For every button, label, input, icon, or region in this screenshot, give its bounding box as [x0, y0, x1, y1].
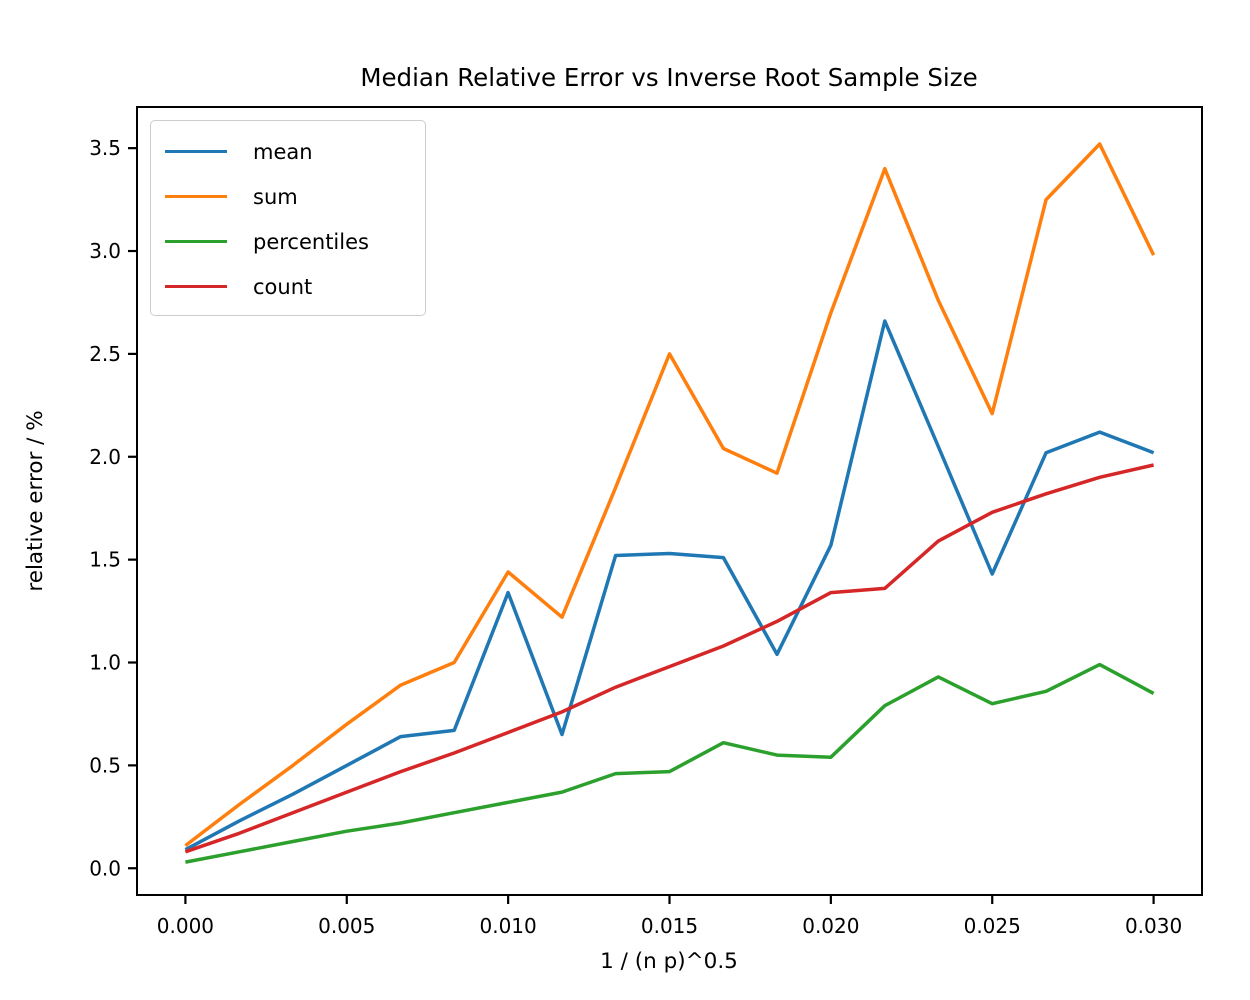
y-tick-label: 1.0 — [89, 651, 121, 675]
legend-label: sum — [253, 184, 298, 209]
x-tick-label: 0.025 — [964, 914, 1021, 938]
y-axis-ticks: 0.0 0.5 1.0 1.5 2.0 2.5 3.0 3.5 — [89, 136, 137, 880]
legend-swatch-mean — [165, 150, 227, 153]
x-tick-label: 0.000 — [157, 914, 214, 938]
x-tick-label: 0.020 — [802, 914, 859, 938]
series-line-mean — [184, 319, 1155, 852]
y-tick-label: 3.5 — [89, 136, 121, 160]
legend-item-percentiles: percentiles — [151, 219, 425, 264]
legend-swatch-count — [165, 285, 227, 288]
legend-label: percentiles — [253, 229, 369, 254]
y-tick-label: 0.5 — [89, 753, 121, 777]
series-lines — [184, 142, 1156, 864]
legend-label: count — [253, 274, 313, 299]
legend-label: mean — [253, 139, 313, 164]
x-tick-label: 0.015 — [641, 914, 698, 938]
legend-item-sum: sum — [151, 174, 425, 219]
legend-swatch-sum — [165, 195, 227, 198]
y-tick-label: 0.0 — [89, 856, 121, 880]
x-tick-label: 0.005 — [318, 914, 375, 938]
y-tick-label: 1.5 — [89, 548, 121, 572]
series-line-percentiles — [185, 662, 1155, 864]
legend-item-mean: mean — [151, 129, 425, 174]
legend-swatch-percentiles — [165, 240, 227, 243]
y-axis-label: relative error / % — [23, 410, 48, 591]
y-tick-label: 3.0 — [89, 239, 121, 263]
series-line-count — [184, 463, 1154, 854]
x-axis-ticks: 0.000 0.005 0.010 0.015 0.020 0.025 0.030 — [157, 895, 1182, 938]
series-line-sum — [184, 142, 1156, 847]
x-axis-label: 1 / (n p)^0.5 — [600, 949, 738, 974]
x-tick-label: 0.030 — [1125, 914, 1182, 938]
x-tick-label: 0.010 — [480, 914, 537, 938]
chart-title: Median Relative Error vs Inverse Root Sa… — [360, 63, 977, 92]
y-tick-label: 2.5 — [89, 342, 121, 366]
legend-item-count: count — [151, 264, 425, 309]
legend: mean sum percentiles count — [150, 120, 426, 316]
y-tick-label: 2.0 — [89, 445, 121, 469]
